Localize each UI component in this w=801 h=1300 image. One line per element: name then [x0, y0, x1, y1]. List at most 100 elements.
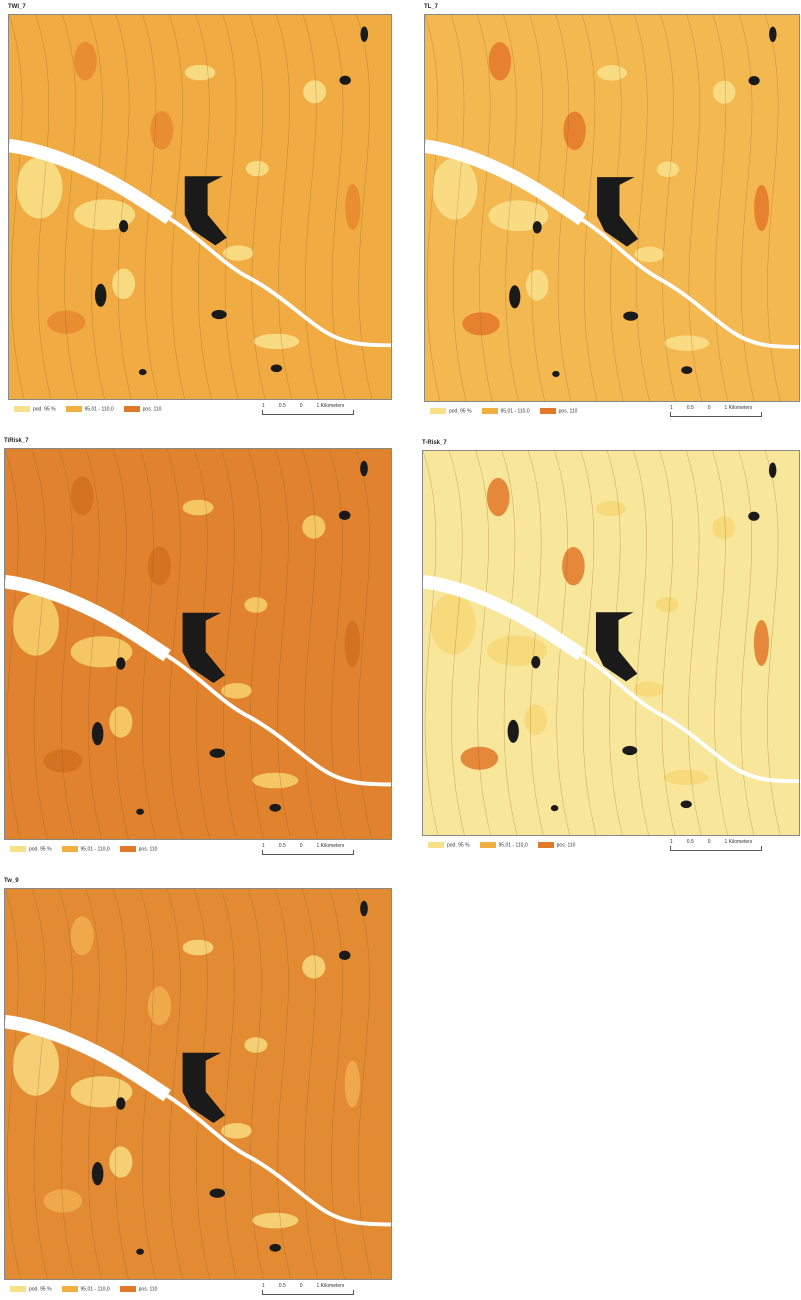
legend-label: pos. 110: [139, 1286, 158, 1292]
land-patch: [597, 65, 627, 80]
settlement: [269, 804, 281, 812]
settlement: [95, 284, 106, 307]
legend-label: 95,01 - 110,0: [85, 406, 114, 412]
map-svg: [425, 15, 799, 401]
legend-label: 95,01 - 110,0: [81, 846, 110, 852]
legend-item: 95,01 - 110,0: [62, 846, 110, 852]
legend-swatch: [14, 406, 30, 412]
map: [422, 450, 800, 836]
scale-label: 1: [262, 843, 265, 849]
map-svg: [423, 451, 799, 835]
land-patch: [221, 683, 252, 699]
legend-item: pod. 95 %: [428, 842, 470, 848]
land-patch: [754, 185, 769, 231]
legend: pod. 95 % 95,01 - 110,0 pos. 110: [14, 406, 161, 412]
scale: 10.501 Kilometers: [262, 1283, 344, 1289]
land-patch: [148, 987, 171, 1026]
settlement: [623, 311, 638, 320]
settlement: [769, 27, 776, 42]
land-patch: [656, 597, 679, 612]
panel-title: Tw_9: [4, 878, 19, 884]
legend: pod. 95 % 95,01 - 110,0 pos. 110: [430, 408, 577, 414]
settlement: [136, 809, 144, 815]
legend-label: 95,01 - 110,0: [501, 408, 530, 414]
settlement: [622, 746, 637, 755]
land-patch: [183, 500, 214, 516]
legend-swatch: [540, 408, 556, 414]
legend-item: pos. 110: [120, 1286, 158, 1292]
legend: pod. 95 % 95,01 - 110,0 pos. 110: [10, 1286, 157, 1292]
land-patch: [634, 681, 664, 696]
land-patch: [13, 593, 59, 655]
settlement: [116, 1097, 125, 1109]
land-patch: [74, 42, 97, 80]
scale-label: 0: [300, 843, 303, 849]
scale-label: 1 Kilometers: [317, 1283, 345, 1289]
panel-title: TiRisk_7: [4, 438, 29, 444]
land-patch: [302, 955, 325, 978]
settlement: [360, 27, 368, 42]
scale-label: 0.5: [687, 839, 694, 845]
legend-swatch: [66, 406, 82, 412]
settlement: [339, 511, 351, 520]
scale: 10.501 Kilometers: [262, 403, 344, 409]
land-patch: [562, 547, 585, 585]
panel-title: T-Risk_7: [422, 440, 447, 446]
settlement: [339, 76, 350, 85]
settlement: [552, 371, 559, 377]
legend-item: 95,01 - 110,0: [482, 408, 530, 414]
land-patch: [185, 65, 216, 80]
land-patch: [223, 245, 254, 260]
land-patch: [634, 247, 664, 262]
legend-item: pod. 95 %: [10, 1286, 52, 1292]
land-patch: [345, 184, 360, 230]
map: [8, 14, 392, 400]
settlement: [681, 366, 692, 374]
map-panel: TWI_7 pod. 95 % 95,01 - 110,0 pos. 110 10.50…: [8, 4, 392, 420]
legend-item: pod. 95 %: [10, 846, 52, 852]
settlement: [139, 369, 147, 375]
scale-label: 1 Kilometers: [317, 403, 345, 409]
settlement: [271, 364, 282, 372]
settlement: [551, 805, 559, 811]
legend-swatch: [480, 842, 496, 848]
map-svg: [5, 889, 391, 1279]
land-patch: [657, 162, 679, 177]
scale-label: 1: [670, 405, 673, 411]
scale: 10.501 Kilometers: [262, 843, 344, 849]
settlement: [749, 76, 760, 85]
legend-item: pos. 110: [124, 406, 162, 412]
land-patch: [432, 158, 477, 220]
legend-item: pos. 110: [540, 408, 578, 414]
legend-swatch: [120, 846, 136, 852]
legend-item: pod. 95 %: [430, 408, 472, 414]
settlement: [681, 800, 692, 808]
scale-bar: [262, 850, 354, 855]
land-patch: [252, 1213, 298, 1229]
settlement: [116, 657, 125, 669]
settlement: [119, 220, 128, 232]
scale-label: 0: [300, 1283, 303, 1289]
legend-swatch: [10, 846, 26, 852]
legend-label: 95,01 - 110,0: [81, 1286, 110, 1292]
scale-label: 1: [670, 839, 673, 845]
map-panel: TL_7pod. 95 %95,01 - 110,0pos. 11010.501…: [424, 4, 800, 422]
legend-swatch: [538, 842, 554, 848]
land-patch: [489, 42, 511, 81]
legend-label: pos. 110: [557, 842, 576, 848]
land-patch: [246, 161, 269, 176]
map-svg: [9, 15, 391, 399]
land-patch: [487, 478, 510, 516]
panel-title: TWI_7: [8, 4, 26, 10]
legend-label: pos. 110: [143, 406, 162, 412]
land-patch: [664, 770, 709, 785]
settlement: [92, 722, 104, 745]
page: {"panels": [ {"title": "TWI_7", "legend"…: [0, 0, 801, 1295]
land-patch: [112, 268, 135, 299]
land-patch: [431, 593, 476, 654]
land-patch: [596, 501, 626, 516]
legend-label: pod. 95 %: [33, 406, 56, 412]
land-patch: [244, 1037, 267, 1053]
